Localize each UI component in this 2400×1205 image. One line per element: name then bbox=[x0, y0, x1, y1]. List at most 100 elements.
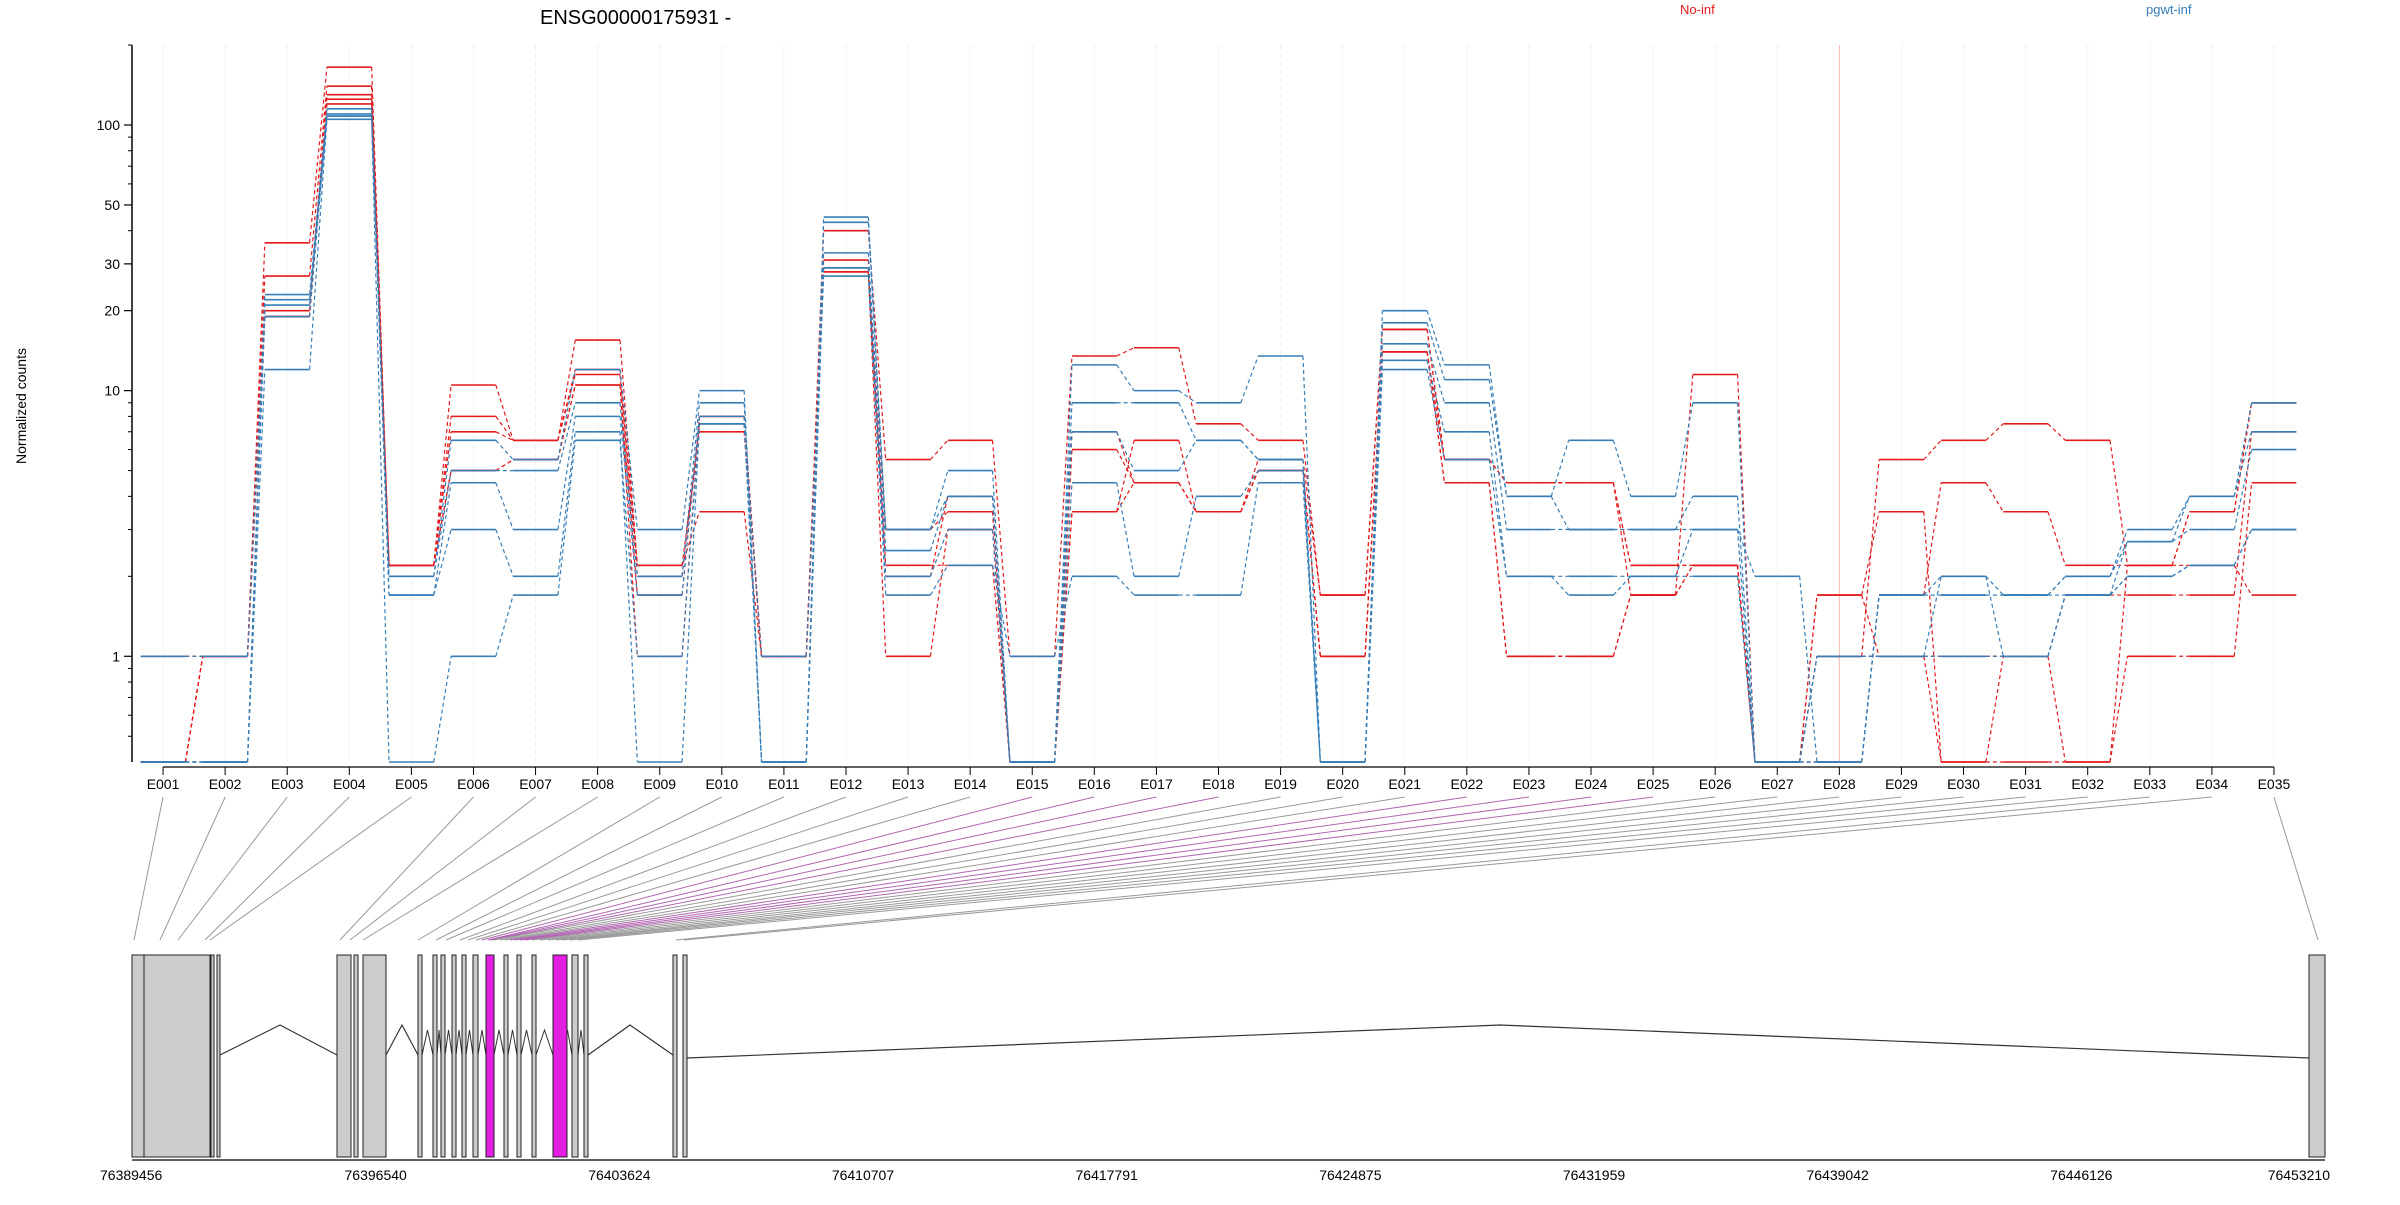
series-transition bbox=[308, 116, 328, 317]
y-tick-label: 10 bbox=[104, 383, 120, 399]
series-transition bbox=[619, 440, 638, 657]
intron bbox=[507, 1029, 518, 1056]
coordinate-label: 76431959 bbox=[1563, 1167, 1626, 1183]
x-tick-label-e026: E026 bbox=[1699, 776, 1732, 792]
exon-block bbox=[531, 954, 537, 1158]
series-transition bbox=[2171, 529, 2190, 543]
exon-block bbox=[432, 954, 438, 1158]
series-transition bbox=[867, 222, 887, 530]
series-transition bbox=[495, 416, 514, 441]
exon-connector bbox=[504, 796, 1405, 941]
series-transition bbox=[1923, 576, 1942, 657]
legend-pgwt-inf: pgwt-inf bbox=[2146, 2, 2192, 17]
x-tick-label-e014: E014 bbox=[954, 776, 987, 792]
series-transition bbox=[1178, 390, 1197, 404]
series-transition bbox=[1985, 575, 2004, 596]
series-transition bbox=[929, 439, 949, 461]
series-transition bbox=[1240, 470, 1259, 512]
series-transition bbox=[1736, 496, 1756, 763]
series-transition bbox=[308, 86, 328, 277]
x-tick-label-e018: E018 bbox=[1202, 776, 1235, 792]
exon-connector bbox=[509, 796, 1467, 941]
series-transition bbox=[1426, 310, 1446, 366]
series-transition bbox=[495, 529, 514, 577]
x-tick-label-e011: E011 bbox=[768, 776, 800, 792]
coordinate-label: 76410707 bbox=[832, 1167, 895, 1183]
exon-block bbox=[417, 954, 423, 1158]
x-tick-label-e017: E017 bbox=[1140, 776, 1173, 792]
series-transition bbox=[1488, 431, 1508, 577]
series-transition bbox=[371, 113, 390, 577]
series-transition bbox=[1302, 482, 1321, 763]
series-transition bbox=[1488, 379, 1508, 497]
series-transition bbox=[1240, 423, 1259, 441]
intron bbox=[444, 1029, 453, 1056]
x-tick-label-e022: E022 bbox=[1450, 776, 1483, 792]
series-transition bbox=[1426, 369, 1446, 460]
series-transition bbox=[1674, 374, 1694, 596]
exon-connector bbox=[555, 796, 1902, 941]
series-transition bbox=[1612, 482, 1632, 566]
series-transition bbox=[1674, 529, 1694, 577]
x-tick-label-e024: E024 bbox=[1575, 776, 1608, 792]
series-transition bbox=[1612, 575, 1632, 596]
x-tick-label-e035: E035 bbox=[2258, 776, 2291, 792]
series-transition bbox=[1923, 656, 1942, 763]
series-transition bbox=[1364, 369, 1384, 763]
coordinate-label: 76417791 bbox=[1076, 1167, 1139, 1183]
coordinate-label: 76439042 bbox=[1807, 1167, 1870, 1183]
series-transition bbox=[1302, 459, 1321, 596]
series-transition bbox=[1923, 482, 1942, 596]
exon-block bbox=[682, 954, 688, 1158]
x-tick-label-e001: E001 bbox=[147, 776, 180, 792]
series-transition bbox=[743, 511, 763, 657]
series-transition bbox=[1240, 459, 1259, 512]
series-transition bbox=[1612, 482, 1632, 596]
series-transition bbox=[1674, 402, 1694, 497]
series-transition bbox=[2109, 656, 2129, 763]
x-axis: E001 E002 E003 E004 E005 E006 E007 E008 E009 E010… bbox=[147, 766, 2291, 792]
exon-connector bbox=[159, 796, 226, 941]
intron bbox=[535, 1028, 554, 1056]
series-transition bbox=[2233, 529, 2253, 566]
series-transition bbox=[991, 529, 1011, 763]
exon-block bbox=[571, 954, 579, 1158]
y-axis: 1 10 20 30 50 100 bbox=[97, 44, 133, 762]
series-transition bbox=[433, 470, 452, 577]
series-transition bbox=[1116, 482, 1135, 513]
series-transition bbox=[2233, 402, 2253, 497]
series-transition bbox=[929, 496, 949, 530]
chart-title: ENSG00000175931 - bbox=[540, 7, 731, 29]
series-transition bbox=[805, 276, 825, 657]
series-transition bbox=[433, 656, 452, 763]
series-transition bbox=[557, 339, 576, 441]
series-transition bbox=[1178, 402, 1197, 441]
exon-connector bbox=[435, 796, 723, 941]
x-tick-label-e021: E021 bbox=[1388, 776, 1421, 792]
series-transition bbox=[433, 482, 452, 596]
coordinate-label: 76453210 bbox=[2268, 1167, 2331, 1183]
series-transition bbox=[1053, 482, 1073, 763]
series-transition bbox=[433, 384, 452, 566]
exon-block bbox=[516, 954, 522, 1158]
series-transition bbox=[1178, 440, 1197, 512]
series-transition bbox=[2109, 575, 2128, 596]
exon-connector bbox=[514, 796, 1529, 941]
series-transition bbox=[1488, 402, 1508, 530]
series-transition bbox=[1488, 364, 1508, 497]
exon-connector bbox=[459, 796, 847, 941]
series-transition bbox=[2047, 594, 2066, 657]
series-transition bbox=[2171, 564, 2190, 577]
exon-block bbox=[583, 954, 589, 1158]
series-transition bbox=[1612, 594, 1632, 657]
series-transition bbox=[495, 439, 514, 461]
series-transition bbox=[2233, 482, 2253, 657]
series-transition bbox=[991, 470, 1011, 763]
series-transition bbox=[681, 511, 701, 566]
intron bbox=[686, 1024, 2310, 1059]
series-transition bbox=[1488, 482, 1508, 657]
series-transition bbox=[1736, 402, 1756, 763]
series-transition bbox=[1550, 496, 1570, 530]
series-layer bbox=[140, 66, 2297, 763]
